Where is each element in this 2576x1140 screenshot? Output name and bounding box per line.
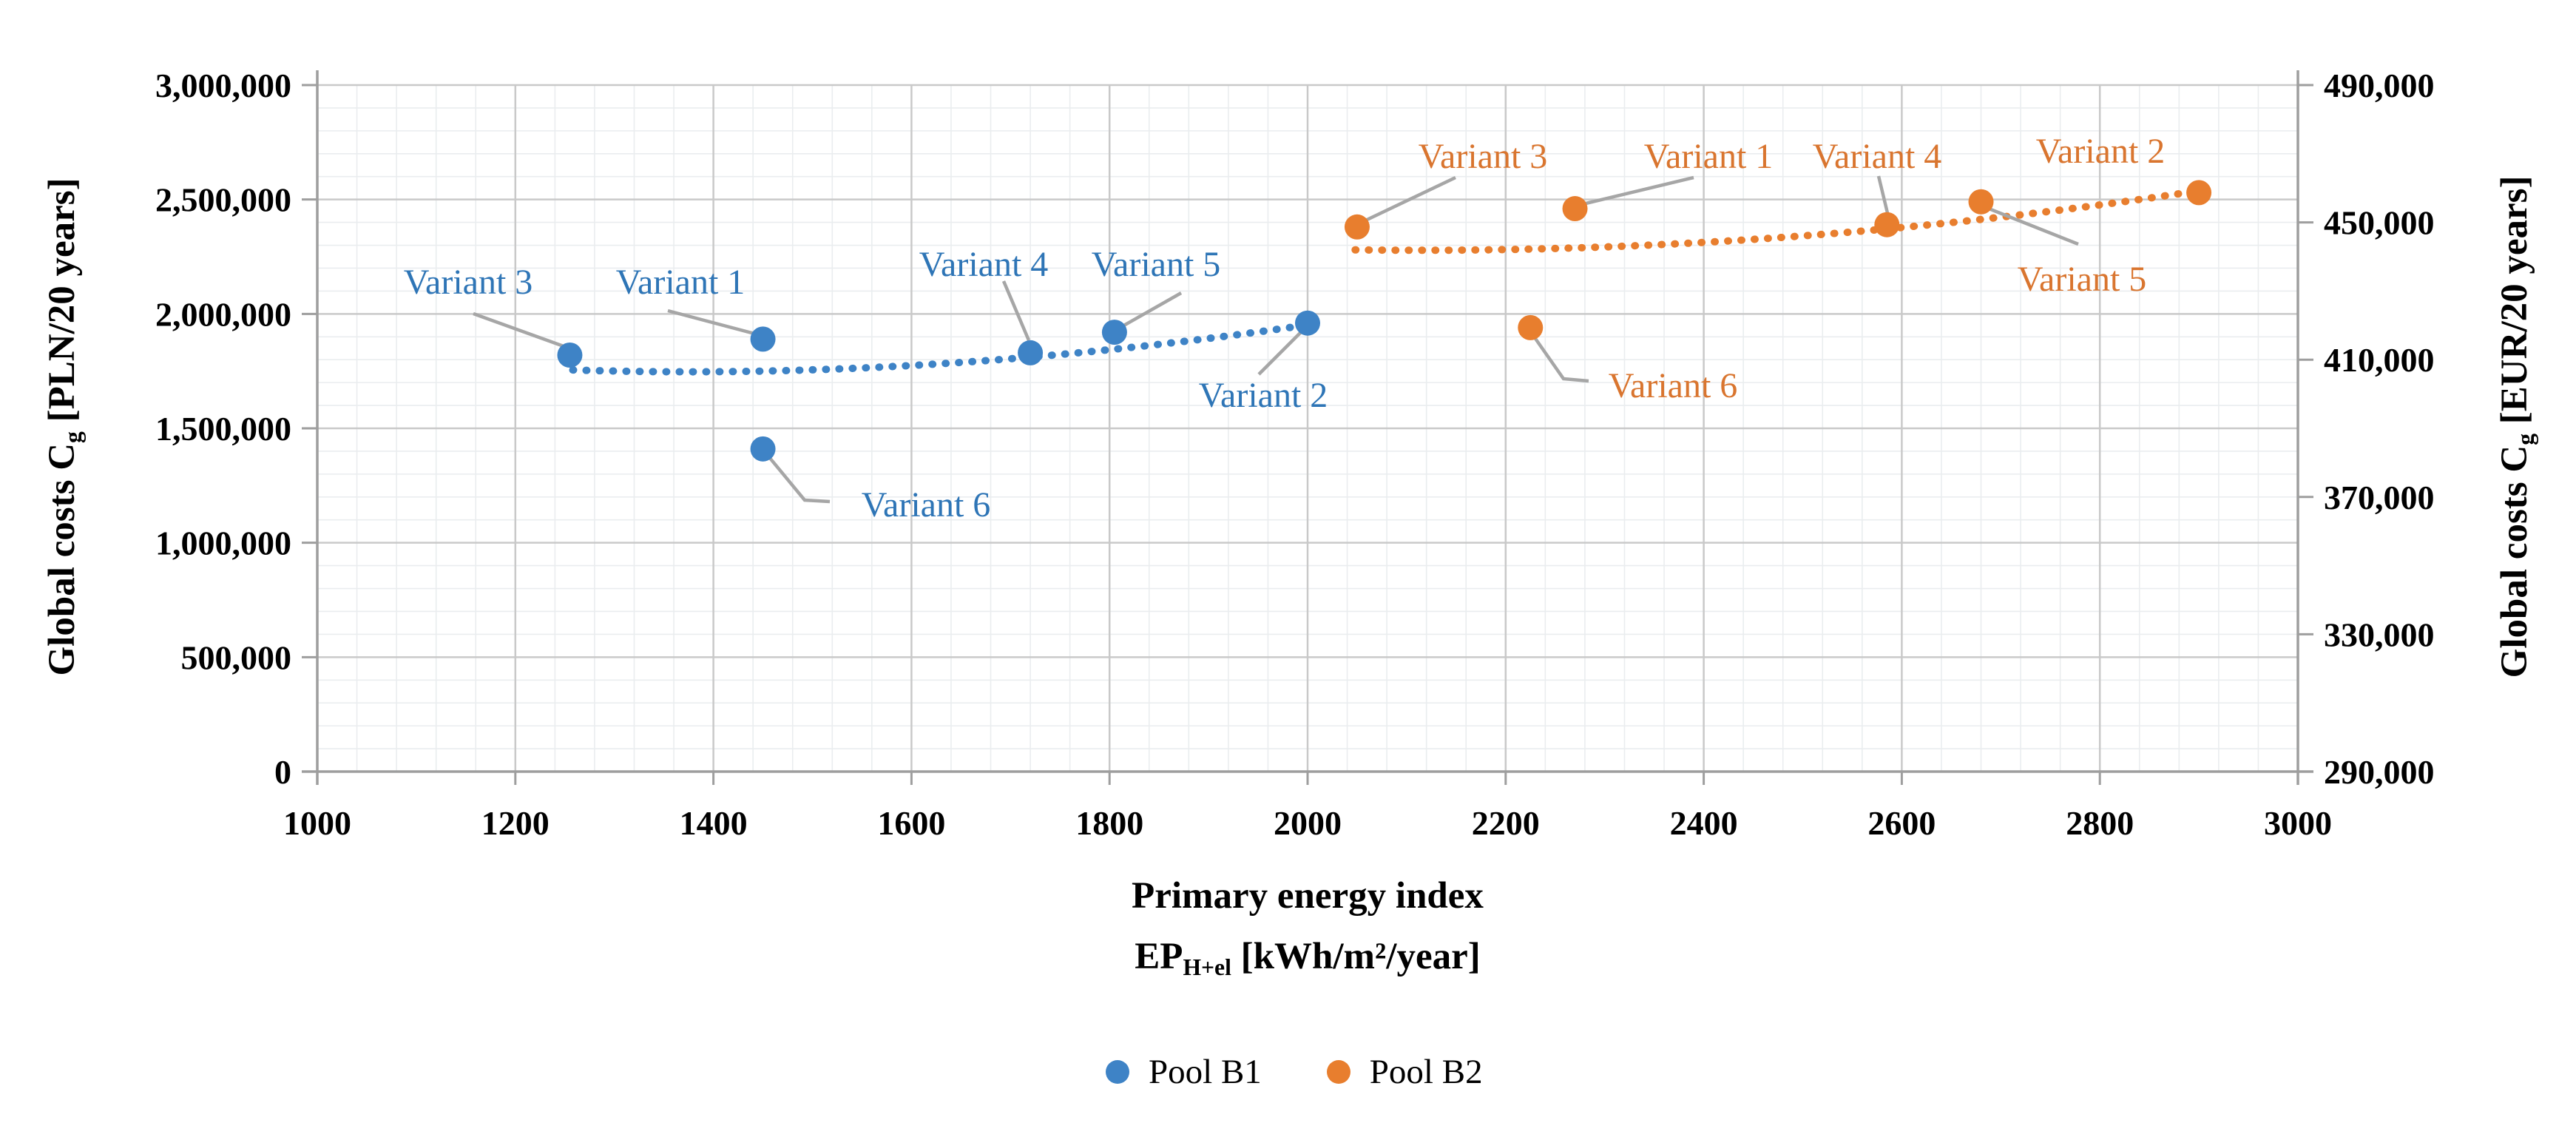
leader-line xyxy=(1531,333,1589,383)
y-axis-left-tick-label: 0 xyxy=(274,753,291,791)
y-axis-left-tick-label: 1,500,000 xyxy=(155,410,291,448)
data-point-marker xyxy=(1344,214,1370,240)
x-axis-title-line2: EPH+el [kWh/m²/year] xyxy=(864,935,1751,981)
data-point-marker xyxy=(1295,310,1320,336)
legend: Pool B1 Pool B2 xyxy=(1106,1052,1483,1092)
y-axis-title-left-unit: [PLN/20 years] xyxy=(41,178,84,432)
leader-line xyxy=(473,311,564,348)
x-axis-title-unit: [kWh/m²/year] xyxy=(1231,936,1481,977)
x-axis-title-line1: Primary energy index xyxy=(1132,875,1484,917)
variant-label: Variant 4 xyxy=(1813,137,1942,176)
x-axis-tick-label: 3000 xyxy=(2264,804,2332,842)
data-point-marker xyxy=(2186,180,2212,206)
x-axis-tick-label: 2800 xyxy=(2066,804,2134,842)
variant-label: Variant 1 xyxy=(1644,137,1774,176)
y-axis-title-right: Global costs Cg [EUR/20 years] xyxy=(2493,57,2539,797)
legend-label-pool-b1: Pool B1 xyxy=(1149,1053,1262,1091)
variant-label: Variant 5 xyxy=(1092,245,1221,284)
variant-label: Variant 6 xyxy=(1609,366,1738,405)
y-axis-title-right-text: Global costs C xyxy=(2494,445,2536,678)
variant-label: Variant 6 xyxy=(862,485,991,525)
trendline xyxy=(1351,186,2203,254)
data-point-marker xyxy=(1018,340,1044,365)
data-point-marker xyxy=(1874,212,1900,237)
y-axis-title-left: Global costs Cg [PLN/20 years] xyxy=(41,57,87,797)
data-point-marker xyxy=(1101,320,1127,345)
y-axis-right-tick-label: 410,000 xyxy=(2324,341,2435,379)
y-axis-left-tick-label: 1,000,000 xyxy=(155,525,291,562)
y-axis-title-right-unit: [EUR/20 years] xyxy=(2494,175,2536,434)
x-axis-tick-label: 2000 xyxy=(1274,804,1342,842)
y-axis-right-tick-label: 450,000 xyxy=(2324,204,2435,242)
leader-line xyxy=(1876,175,1891,220)
data-point-marker xyxy=(1562,196,1588,222)
data-point-marker xyxy=(750,326,776,352)
x-axis-title-symbol: EP xyxy=(1135,936,1183,977)
legend-marker-pool-b1-icon xyxy=(1106,1060,1129,1084)
data-point-marker xyxy=(1968,189,1994,215)
data-point-marker xyxy=(750,436,776,462)
y-axis-right-tick-label: 330,000 xyxy=(2324,615,2435,653)
y-axis-title-right-subscript: g xyxy=(2512,433,2538,445)
y-axis-left-tick-label: 2,500,000 xyxy=(155,181,291,219)
x-axis-tick-label: 2400 xyxy=(1670,804,1738,842)
y-axis-left-tick-label: 2,000,000 xyxy=(155,295,291,333)
legend-label-pool-b2: Pool B2 xyxy=(1369,1053,1483,1091)
y-axis-right-tick-label: 370,000 xyxy=(2324,479,2435,516)
y-axis-title-left-text: Global costs C xyxy=(41,442,84,676)
x-axis-tick-label: 1200 xyxy=(481,804,550,842)
x-axis-tick-label: 1600 xyxy=(877,804,945,842)
variant-label: Variant 3 xyxy=(1419,137,1548,176)
trendline xyxy=(569,321,1308,376)
data-point-marker xyxy=(557,343,583,368)
leader-line xyxy=(1362,175,1456,224)
x-axis-tick-label: 1800 xyxy=(1075,804,1143,842)
x-axis-tick-label: 1000 xyxy=(283,804,351,842)
y-axis-right-tick-label: 490,000 xyxy=(2324,67,2435,104)
x-axis-title-subscript: H+el xyxy=(1183,954,1231,980)
variant-label: Variant 1 xyxy=(616,263,746,302)
x-axis-tick-label: 2200 xyxy=(1472,804,1540,842)
leader-line xyxy=(1001,280,1031,341)
leader-line xyxy=(768,456,831,504)
legend-item-pool-b1: Pool B1 xyxy=(1106,1052,1262,1092)
variant-label: Variant 3 xyxy=(404,263,533,302)
legend-marker-pool-b2-icon xyxy=(1326,1060,1350,1084)
y-axis-title-left-subscript: g xyxy=(59,431,86,443)
variant-label: Variant 5 xyxy=(2018,260,2147,299)
leader-line xyxy=(667,308,758,337)
y-axis-right-tick-label: 290,000 xyxy=(2324,753,2435,791)
leader-line xyxy=(1120,291,1183,328)
variant-label: Variant 2 xyxy=(2036,132,2166,171)
x-axis-tick-label: 2600 xyxy=(1867,804,1936,842)
leader-line xyxy=(1984,205,2079,246)
x-axis-tick-label: 1400 xyxy=(680,804,748,842)
variant-label: Variant 2 xyxy=(1199,376,1328,415)
y-axis-left-tick-label: 3,000,000 xyxy=(155,67,291,104)
legend-item-pool-b2: Pool B2 xyxy=(1326,1052,1483,1092)
leader-line xyxy=(1257,328,1305,376)
leader-line xyxy=(1582,175,1694,206)
variant-label: Variant 4 xyxy=(919,245,1049,284)
data-point-marker xyxy=(1518,314,1544,340)
y-axis-left-tick-label: 500,000 xyxy=(181,638,292,676)
